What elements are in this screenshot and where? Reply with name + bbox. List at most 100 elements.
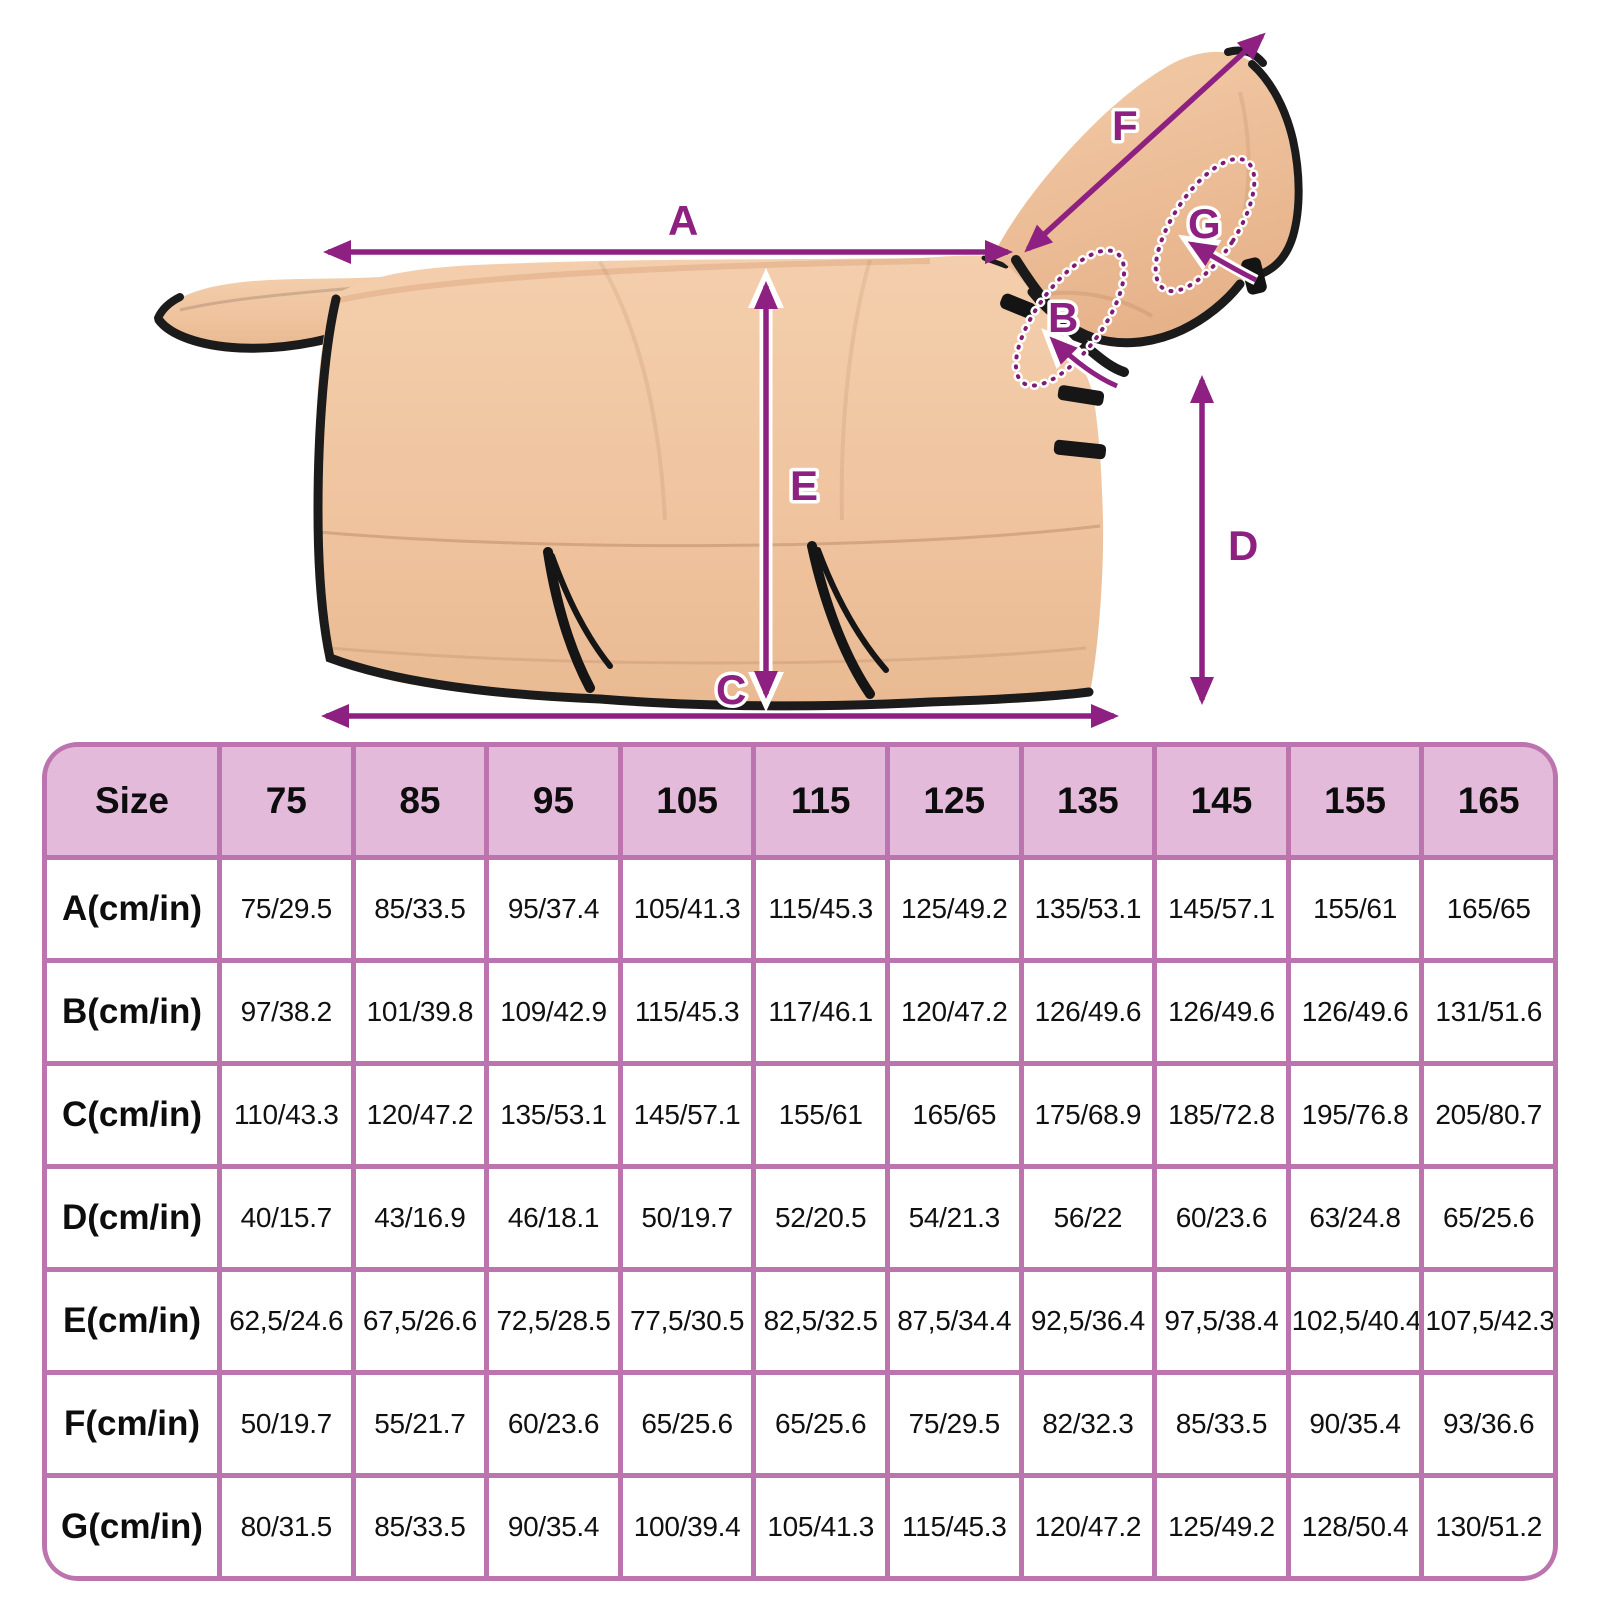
measurement-cell: 43/16.9 xyxy=(355,1169,485,1267)
measurement-cell: 105/41.3 xyxy=(756,1478,885,1576)
measurement-cell: 125/49.2 xyxy=(889,860,1019,958)
measurement-cell: 126/49.6 xyxy=(1157,963,1286,1061)
row-label-cell: B(cm/in) xyxy=(47,963,217,1061)
measurement-arrows xyxy=(321,32,1266,728)
measurement-cell: 50/19.7 xyxy=(622,1169,752,1267)
row-label-cell: E(cm/in) xyxy=(47,1272,217,1370)
measurement-cell: 65/25.6 xyxy=(756,1375,885,1473)
table-row-g: G(cm/in) 80/31.5 85/33.5 90/35.4 100/39.… xyxy=(47,1478,1553,1576)
blanket-body xyxy=(313,255,1107,711)
size-diagram: A F E D C B G xyxy=(0,0,1600,742)
row-label-cell: F(cm/in) xyxy=(47,1375,217,1473)
measurement-cell: 205/80.7 xyxy=(1424,1066,1553,1164)
measurement-cell: 195/76.8 xyxy=(1290,1066,1420,1164)
measurement-cell: 102,5/40.4 xyxy=(1290,1272,1420,1370)
label-a: A xyxy=(668,197,698,244)
label-g: G xyxy=(1188,200,1221,247)
size-header-cell: 125 xyxy=(889,747,1019,855)
table-row-c: C(cm/in) 110/43.3 120/47.2 135/53.1 145/… xyxy=(47,1066,1553,1164)
measurement-cell: 120/47.2 xyxy=(355,1066,485,1164)
measurement-cell: 65/25.6 xyxy=(622,1375,752,1473)
measurement-cell: 63/24.8 xyxy=(1290,1169,1420,1267)
measurement-cell: 85/33.5 xyxy=(1157,1375,1286,1473)
measurement-cell: 93/36.6 xyxy=(1424,1375,1553,1473)
collar-buckle xyxy=(1000,293,1036,319)
measurement-cell: 165/65 xyxy=(889,1066,1019,1164)
measurement-cell: 125/49.2 xyxy=(1157,1478,1286,1576)
measurement-cell: 55/21.7 xyxy=(355,1375,485,1473)
size-header-cell: 135 xyxy=(1023,747,1153,855)
size-header-cell: 165 xyxy=(1424,747,1553,855)
measurement-cell: 165/65 xyxy=(1424,860,1553,958)
label-c: C xyxy=(716,666,746,713)
measurement-cell: 40/15.7 xyxy=(222,1169,351,1267)
measure-arrow-g xyxy=(1187,241,1258,283)
measure-ellipse-g xyxy=(1153,156,1257,294)
measurement-cell: 145/57.1 xyxy=(1157,860,1286,958)
measurement-cell: 77,5/30.5 xyxy=(622,1272,752,1370)
measurement-cell: 120/47.2 xyxy=(1023,1478,1153,1576)
measurement-cell: 54/21.3 xyxy=(889,1169,1019,1267)
measurement-cell: 105/41.3 xyxy=(622,860,752,958)
measurement-cell: 85/33.5 xyxy=(355,1478,485,1576)
measurement-cell: 65/25.6 xyxy=(1424,1169,1553,1267)
size-header-cell: 85 xyxy=(355,747,485,855)
measurement-cell: 52/20.5 xyxy=(756,1169,885,1267)
size-header-cell: 105 xyxy=(622,747,752,855)
measurement-cell: 60/23.6 xyxy=(489,1375,618,1473)
measurement-cell: 107,5/42.3 xyxy=(1424,1272,1553,1370)
measurement-cell: 130/51.2 xyxy=(1424,1478,1553,1576)
side-strap xyxy=(1053,439,1107,460)
measurement-cell: 87,5/34.4 xyxy=(889,1272,1019,1370)
measurement-cell: 75/29.5 xyxy=(222,860,351,958)
row-label-cell: G(cm/in) xyxy=(47,1478,217,1576)
measurement-cell: 115/45.3 xyxy=(622,963,752,1061)
size-chart-table: Size 75 85 95 105 115 125 135 145 155 16… xyxy=(42,742,1558,1581)
size-header-cell: 95 xyxy=(489,747,618,855)
measurement-cell: 135/53.1 xyxy=(1023,860,1153,958)
measurement-cell: 72,5/28.5 xyxy=(489,1272,618,1370)
measurement-cell: 115/45.3 xyxy=(756,860,885,958)
measure-arrow-b xyxy=(1049,336,1118,389)
measurement-cell: 82/32.3 xyxy=(1023,1375,1153,1473)
measurement-cell: 67,5/26.6 xyxy=(355,1272,485,1370)
measurement-cell: 80/31.5 xyxy=(222,1478,351,1576)
measurement-cell: 97,5/38.4 xyxy=(1157,1272,1286,1370)
measurement-cell: 100/39.4 xyxy=(622,1478,752,1576)
measurement-cell: 135/53.1 xyxy=(489,1066,618,1164)
measurement-cell: 117/46.1 xyxy=(756,963,885,1061)
measurement-cell: 97/38.2 xyxy=(222,963,351,1061)
side-strap xyxy=(1057,385,1105,406)
measurement-cell: 115/45.3 xyxy=(889,1478,1019,1576)
measurement-cell: 101/39.8 xyxy=(355,963,485,1061)
measurement-cell: 90/35.4 xyxy=(489,1478,618,1576)
measurement-cell: 131/51.6 xyxy=(1424,963,1553,1061)
neck-trim xyxy=(1248,60,1303,278)
measurement-labels: A F E D C B G xyxy=(665,99,1262,717)
measurement-cell: 110/43.3 xyxy=(222,1066,351,1164)
row-label-cell: A(cm/in) xyxy=(47,860,217,958)
body-seam xyxy=(317,524,1101,548)
size-chart-section: Size 75 85 95 105 115 125 135 145 155 16… xyxy=(0,742,1600,1581)
measurement-cell: 145/57.1 xyxy=(622,1066,752,1164)
size-header-cell: 145 xyxy=(1157,747,1286,855)
label-f: F xyxy=(1112,102,1138,149)
measurement-cell: 46/18.1 xyxy=(489,1169,618,1267)
row-label-cell: D(cm/in) xyxy=(47,1169,217,1267)
size-header-cell: Size xyxy=(47,747,217,855)
measurement-cell: 155/61 xyxy=(756,1066,885,1164)
table-row-d: D(cm/in) 40/15.7 43/16.9 46/18.1 50/19.7… xyxy=(47,1169,1553,1267)
measurement-cell: 75/29.5 xyxy=(889,1375,1019,1473)
measurement-cell: 56/22 xyxy=(1023,1169,1153,1267)
table-row-e: E(cm/in) 62,5/24.6 67,5/26.6 72,5/28.5 7… xyxy=(47,1272,1553,1370)
measurement-cell: 90/35.4 xyxy=(1290,1375,1420,1473)
measurement-cell: 126/49.6 xyxy=(1023,963,1153,1061)
table-row-b: B(cm/in) 97/38.2 101/39.8 109/42.9 115/4… xyxy=(47,963,1553,1061)
body-trim xyxy=(313,294,1094,711)
measurement-cell: 50/19.7 xyxy=(222,1375,351,1473)
measurement-cell: 60/23.6 xyxy=(1157,1169,1286,1267)
measurement-cell: 82,5/32.5 xyxy=(756,1272,885,1370)
leg-strap xyxy=(543,547,595,693)
measurement-cell: 175/68.9 xyxy=(1023,1066,1153,1164)
row-label-cell: C(cm/in) xyxy=(47,1066,217,1164)
